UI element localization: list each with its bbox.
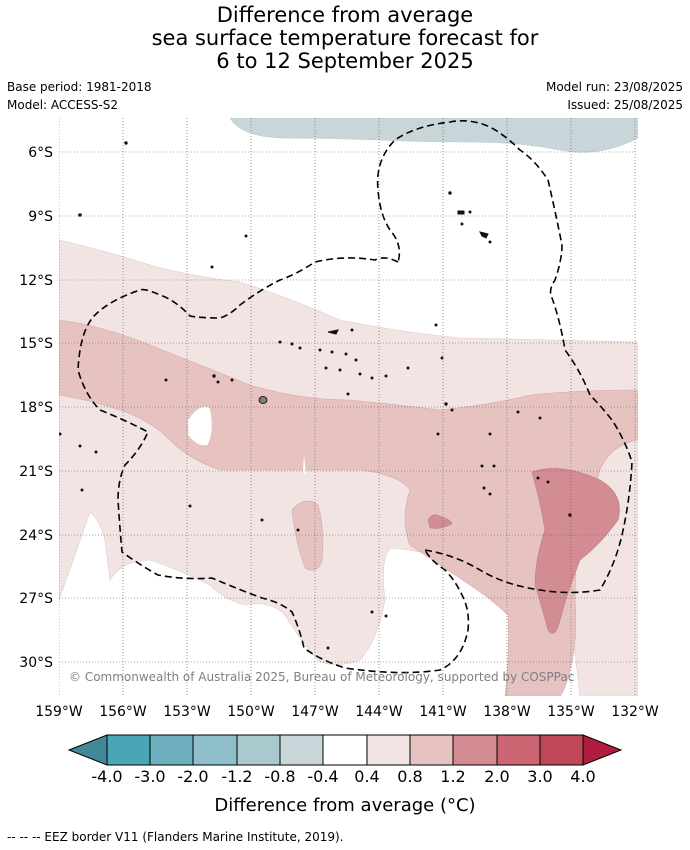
eez-border-east <box>376 120 633 594</box>
lat-label: 21°S <box>19 464 53 480</box>
title-line-3: 6 to 12 September 2025 <box>216 49 474 73</box>
colorbar-title: Difference from average (°C) <box>214 795 475 816</box>
map-title: Difference from average sea surface temp… <box>0 4 690 73</box>
meta-left: Base period: 1981-2018 Model: ACCESS-S2 <box>7 78 152 114</box>
eez-footnote: -- -- -- EEZ border V11 (Flanders Marine… <box>7 830 344 844</box>
colorbar-swatch <box>539 734 584 766</box>
colorbar-tick-label: 1.2 <box>440 767 465 786</box>
anomaly-cool-region <box>229 118 638 153</box>
lat-label: 6°S <box>28 145 53 161</box>
colorbar-swatch <box>452 734 498 766</box>
colorbar-tick-label: -0.8 <box>264 767 295 786</box>
colorbar-tick-label: 4.0 <box>570 767 595 786</box>
lon-label: 138°W <box>483 704 531 720</box>
colorbar-tick-label: -4.0 <box>91 767 122 786</box>
colorbar-tick-label: 3.0 <box>527 767 552 786</box>
colorbar-tick-label: 0.4 <box>354 767 379 786</box>
longitude-labels: 159°W 156°W 153°W 150°W 147°W 144°W 141°… <box>35 704 659 720</box>
model-name: Model: ACCESS-S2 <box>7 98 119 112</box>
colorbar-swatch <box>149 734 194 766</box>
title-line-2: sea surface temperature forecast for <box>151 26 539 50</box>
meta-right: Model run: 23/08/2025 Issued: 25/08/2025 <box>546 78 683 114</box>
colorbar-tick-label: 2.0 <box>484 767 509 786</box>
issued-date: Issued: 25/08/2025 <box>567 98 683 112</box>
colorbar-arrow-left <box>67 734 108 766</box>
copyright-notice: © Commonwealth of Australia 2025, Bureau… <box>69 670 574 684</box>
eez-border-north <box>77 257 470 674</box>
lon-label: 156°W <box>99 704 147 720</box>
title-line-1: Difference from average <box>216 3 474 27</box>
model-run: Model run: 23/08/2025 <box>545 80 683 94</box>
colorbar-tick-label: 0.8 <box>397 767 422 786</box>
lon-label: 144°W <box>355 704 403 720</box>
lat-label: 18°S <box>19 400 53 416</box>
colorbar-arrow-right <box>582 734 623 766</box>
lat-label: 15°S <box>19 336 53 352</box>
lon-label: 147°W <box>291 704 339 720</box>
anomaly-hole-west <box>187 406 213 446</box>
lon-label: 135°W <box>547 704 595 720</box>
colorbar-tick-label: -1.2 <box>221 767 252 786</box>
anomaly-patch-central <box>427 514 453 529</box>
lon-label: 153°W <box>163 704 211 720</box>
colorbar: -4.0 -3.0 -2.0 -1.2 -0.8 -0.4 0.4 0.8 1.… <box>67 734 623 816</box>
colorbar-tick-label: -3.0 <box>134 767 165 786</box>
lon-label: 141°W <box>419 704 467 720</box>
lat-label: 30°S <box>19 655 53 671</box>
lon-label: 132°W <box>611 704 659 720</box>
lat-label: 27°S <box>19 591 53 607</box>
anomaly-patch-south <box>291 500 324 571</box>
colorbar-tick-label: -0.4 <box>307 767 338 786</box>
colorbar-swatch <box>409 734 454 766</box>
anomaly-sliver <box>303 455 306 475</box>
lat-label: 12°S <box>19 273 53 289</box>
lat-label: 9°S <box>28 209 53 225</box>
colorbar-swatch <box>496 734 541 766</box>
gridlines <box>59 118 638 696</box>
lat-label: 24°S <box>19 528 53 544</box>
lon-label: 159°W <box>35 704 83 720</box>
lon-label: 150°W <box>227 704 275 720</box>
colorbar-swatch <box>322 734 368 766</box>
latitude-labels: 6°S 9°S 12°S 15°S 18°S 21°S 24°S 27°S 30… <box>19 145 53 671</box>
colorbar-swatch <box>236 734 281 766</box>
colorbar-swatch <box>366 734 411 766</box>
island-large <box>258 396 268 404</box>
colorbar-swatch <box>192 734 238 766</box>
colorbar-swatch <box>279 734 324 766</box>
map-area: © Commonwealth of Australia 2025, Bureau… <box>59 118 638 696</box>
colorbar-tick-label: -2.0 <box>177 767 208 786</box>
base-period: Base period: 1981-2018 <box>7 80 152 94</box>
colorbar-swatch <box>106 734 151 766</box>
